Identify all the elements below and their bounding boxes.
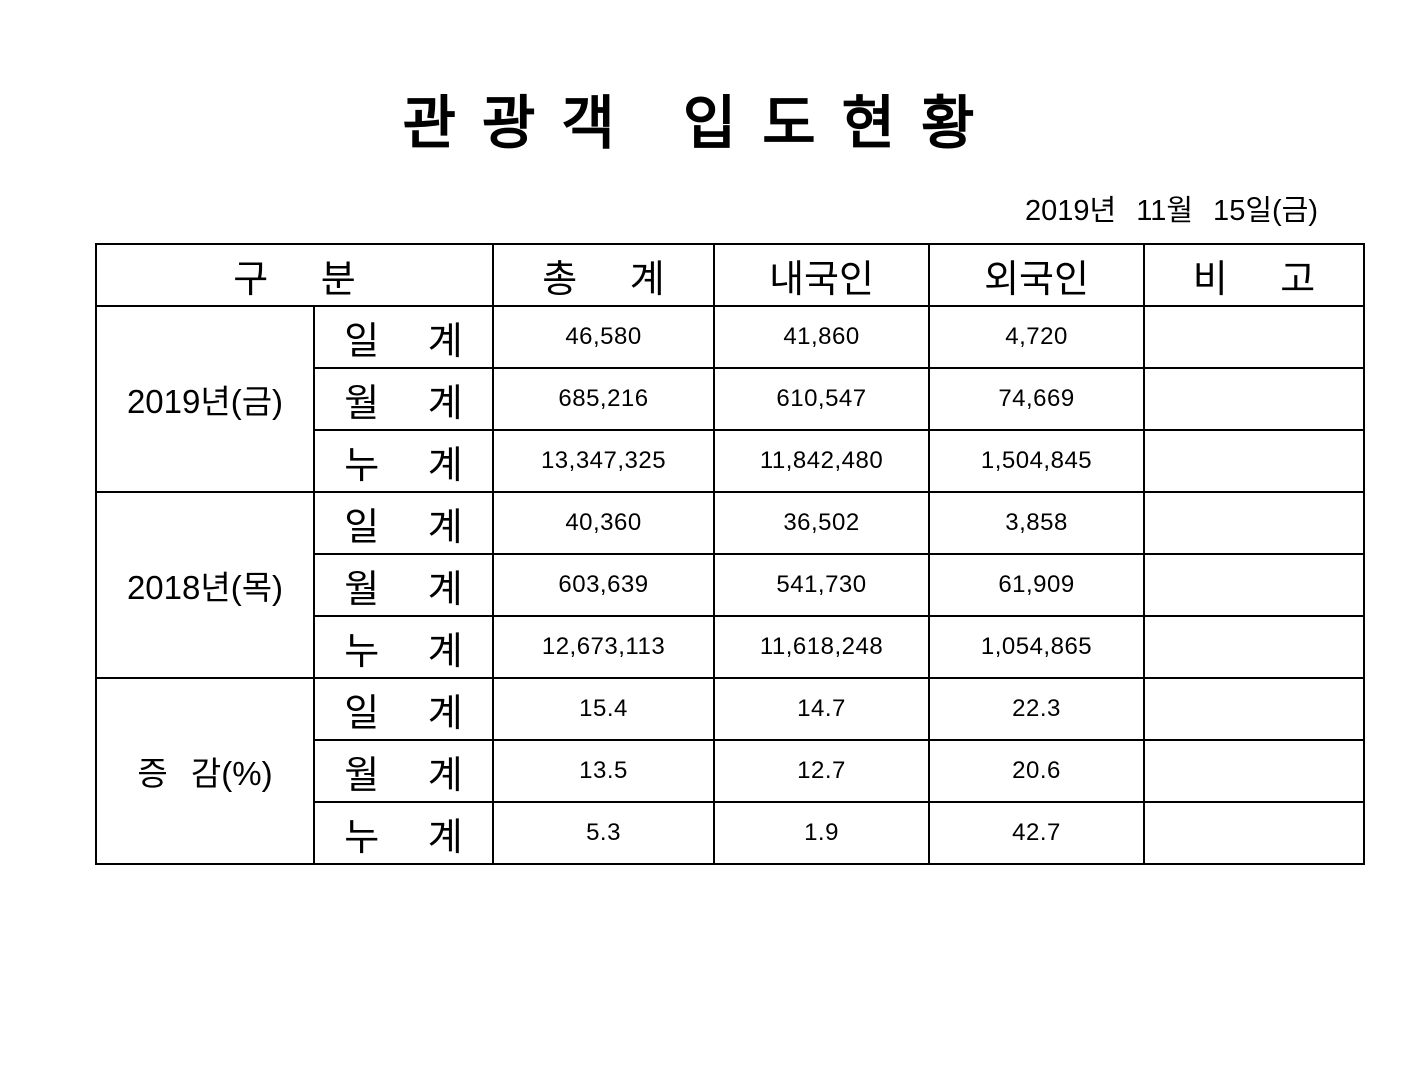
cell-note bbox=[1143, 305, 1366, 369]
cell-total: 40,360 bbox=[492, 491, 716, 555]
table-row: 월 계 685,216 610,547 74,669 bbox=[96, 367, 1366, 431]
cell-note bbox=[1143, 491, 1366, 555]
cell-domestic: 11,842,480 bbox=[713, 429, 931, 493]
table-row: 월 계 13.5 12.7 20.6 bbox=[96, 739, 1366, 803]
cell-domestic: 541,730 bbox=[713, 553, 931, 617]
cell-foreign: 74,669 bbox=[928, 367, 1146, 431]
cell-note bbox=[1143, 615, 1366, 679]
group-label-2018: 2018년(목) bbox=[95, 491, 315, 679]
table-row: 누 계 13,347,325 11,842,480 1,504,845 bbox=[96, 429, 1366, 493]
cell-domestic: 610,547 bbox=[713, 367, 931, 431]
cell-total: 15.4 bbox=[492, 677, 716, 741]
row-label-cumulative: 누 계 bbox=[312, 801, 495, 865]
col-header-foreign: 외국인 bbox=[928, 243, 1146, 307]
cell-total: 13,347,325 bbox=[492, 429, 716, 493]
row-label-monthly: 월 계 bbox=[312, 367, 495, 431]
table-row: 누 계 5.3 1.9 42.7 bbox=[96, 801, 1366, 865]
cell-total: 13.5 bbox=[492, 739, 716, 803]
table-row: 2018년(목) 일 계 40,360 36,502 3,858 bbox=[95, 491, 1366, 679]
table-row: 2019년(금) 일 계 46,580 41,860 4,720 bbox=[95, 305, 1366, 493]
cell-foreign: 61,909 bbox=[928, 553, 1146, 617]
cell-foreign: 1,504,845 bbox=[928, 429, 1146, 493]
page-title: 관광객 입도현황 bbox=[402, 91, 1001, 156]
cell-note bbox=[1143, 801, 1366, 865]
cell-total: 5.3 bbox=[492, 801, 716, 865]
cell-note bbox=[1143, 553, 1366, 617]
cell-domestic: 14.7 bbox=[713, 677, 931, 741]
cell-domestic: 11,618,248 bbox=[713, 615, 931, 679]
group-label-change-pct: 증 감(%) bbox=[95, 677, 315, 865]
cell-domestic: 36,502 bbox=[713, 491, 931, 555]
cell-domestic: 1.9 bbox=[713, 801, 931, 865]
cell-foreign: 1,054,865 bbox=[928, 615, 1146, 679]
group-label-2019: 2019년(금) bbox=[95, 305, 315, 493]
row-label-cumulative: 누 계 bbox=[312, 429, 495, 493]
col-header-total: 총 계 bbox=[492, 243, 716, 307]
row-label-daily: 일 계 bbox=[312, 677, 495, 741]
cell-total: 685,216 bbox=[492, 367, 716, 431]
row-label-daily: 일 계 bbox=[312, 305, 495, 369]
col-header-domestic: 내국인 bbox=[713, 243, 931, 307]
row-label-monthly: 월 계 bbox=[312, 739, 495, 803]
cell-foreign: 3,858 bbox=[928, 491, 1146, 555]
tourist-arrival-table: 구 분 총 계 내국인 외국인 비 고 2019년(금) 일 계 46,580 … bbox=[94, 243, 1366, 865]
cell-note bbox=[1143, 739, 1366, 803]
cell-note bbox=[1143, 677, 1366, 741]
cell-total: 12,673,113 bbox=[492, 615, 716, 679]
row-label-monthly: 월 계 bbox=[312, 553, 495, 617]
cell-total: 46,580 bbox=[492, 305, 716, 369]
header-row: 구 분 총 계 내국인 외국인 비 고 bbox=[94, 243, 1366, 307]
table-row: 월 계 603,639 541,730 61,909 bbox=[96, 553, 1366, 617]
cell-domestic: 41,860 bbox=[713, 305, 931, 369]
cell-foreign: 4,720 bbox=[928, 305, 1146, 369]
col-header-note: 비 고 bbox=[1143, 243, 1366, 307]
row-label-daily: 일 계 bbox=[312, 491, 495, 555]
cell-total: 603,639 bbox=[492, 553, 716, 617]
report-date: 2019년 11월 15일(금) bbox=[1024, 195, 1318, 227]
cell-note bbox=[1143, 367, 1366, 431]
cell-foreign: 22.3 bbox=[928, 677, 1146, 741]
table-row: 누 계 12,673,113 11,618,248 1,054,865 bbox=[96, 615, 1366, 679]
table-row: 증 감(%) 일 계 15.4 14.7 22.3 bbox=[95, 677, 1366, 865]
cell-foreign: 42.7 bbox=[928, 801, 1146, 865]
cell-note bbox=[1143, 429, 1366, 493]
cell-domestic: 12.7 bbox=[713, 739, 931, 803]
row-label-cumulative: 누 계 bbox=[312, 615, 495, 679]
col-header-category: 구 분 bbox=[94, 243, 495, 307]
cell-foreign: 20.6 bbox=[928, 739, 1146, 803]
